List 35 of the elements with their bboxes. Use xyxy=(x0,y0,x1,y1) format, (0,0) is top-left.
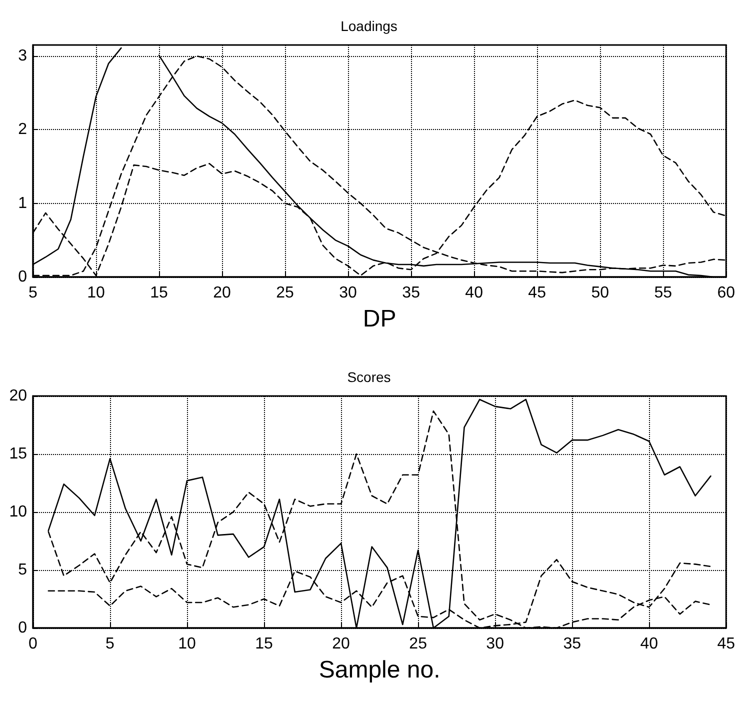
x-tick-label: 45 xyxy=(717,636,736,652)
x-tick-label: 30 xyxy=(339,284,358,302)
x-tick-label: 55 xyxy=(654,284,672,302)
y-tick-label: 0 xyxy=(18,268,28,286)
x-tick-label: 10 xyxy=(178,636,196,652)
y-tick-label: 1 xyxy=(18,194,28,212)
x-tick-label: 35 xyxy=(563,636,582,652)
chart-title: Loadings xyxy=(340,18,398,34)
y-tick-label: 20 xyxy=(9,388,28,404)
x-tick-label: 40 xyxy=(465,284,484,302)
x-tick-label: 25 xyxy=(409,636,428,652)
x-tick-label: 60 xyxy=(717,284,736,302)
x-tick-label: 5 xyxy=(28,284,38,302)
x-tick-label: 30 xyxy=(486,636,504,652)
x-tick-label: 35 xyxy=(402,284,420,302)
x-axis-title: Sample no. xyxy=(318,656,440,684)
x-tick-label: 45 xyxy=(528,284,546,302)
x-tick-label: 15 xyxy=(255,636,274,652)
x-tick-label: 20 xyxy=(213,284,232,302)
x-tick-label: 50 xyxy=(591,284,610,302)
y-tick-label: 2 xyxy=(18,121,28,138)
x-tick-label: 5 xyxy=(106,636,115,652)
y-tick-label: 0 xyxy=(18,620,28,636)
x-tick-label: 0 xyxy=(28,636,38,652)
x-tick-label: 15 xyxy=(150,284,168,302)
y-tick-label: 15 xyxy=(9,446,28,462)
y-tick-label: 5 xyxy=(18,562,28,578)
chart-title: Scores xyxy=(347,369,391,385)
x-tick-label: 10 xyxy=(87,284,106,302)
x-tick-label: 40 xyxy=(640,636,658,652)
y-tick-label: 10 xyxy=(9,504,28,520)
x-axis-title: DP xyxy=(362,306,396,332)
x-tick-label: 25 xyxy=(276,284,294,302)
x-tick-label: 20 xyxy=(332,636,350,652)
y-tick-label: 3 xyxy=(18,48,28,65)
